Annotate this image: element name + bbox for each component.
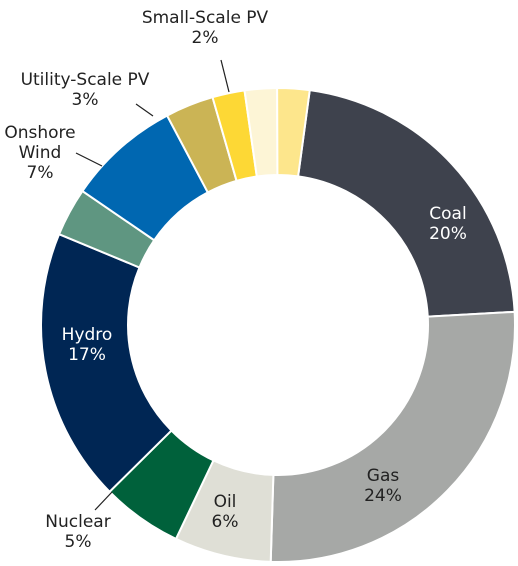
- slice-label: Small-Scale PV: [142, 8, 269, 28]
- leader-line: [220, 59, 230, 93]
- leader-line: [75, 152, 103, 167]
- value-label: 24%: [364, 486, 402, 506]
- value-label: 17%: [68, 345, 106, 365]
- value-label: 20%: [429, 224, 467, 244]
- slice: [276, 87, 311, 178]
- value-label: 5%: [65, 532, 92, 552]
- slice-label: Nuclear: [45, 512, 110, 532]
- slice-label: Gas: [367, 466, 400, 486]
- slice-label: Coal: [429, 204, 466, 224]
- leader-line: [94, 491, 113, 511]
- slice-label: Utility-Scale PV: [21, 70, 150, 90]
- slice-label: Onshore Wind: [4, 123, 75, 163]
- value-label: 3%: [72, 90, 99, 110]
- value-label: 6%: [212, 512, 239, 532]
- slice: [269, 310, 516, 563]
- value-label: 2%: [192, 28, 219, 48]
- label-line: Onshore: [4, 123, 75, 143]
- leader-line: [135, 103, 154, 117]
- label-line: Wind: [19, 143, 62, 163]
- slice: [296, 89, 516, 318]
- slice-label: Hydro: [62, 325, 113, 345]
- value-label: 7%: [27, 163, 54, 183]
- slice-label: Oil: [214, 492, 237, 512]
